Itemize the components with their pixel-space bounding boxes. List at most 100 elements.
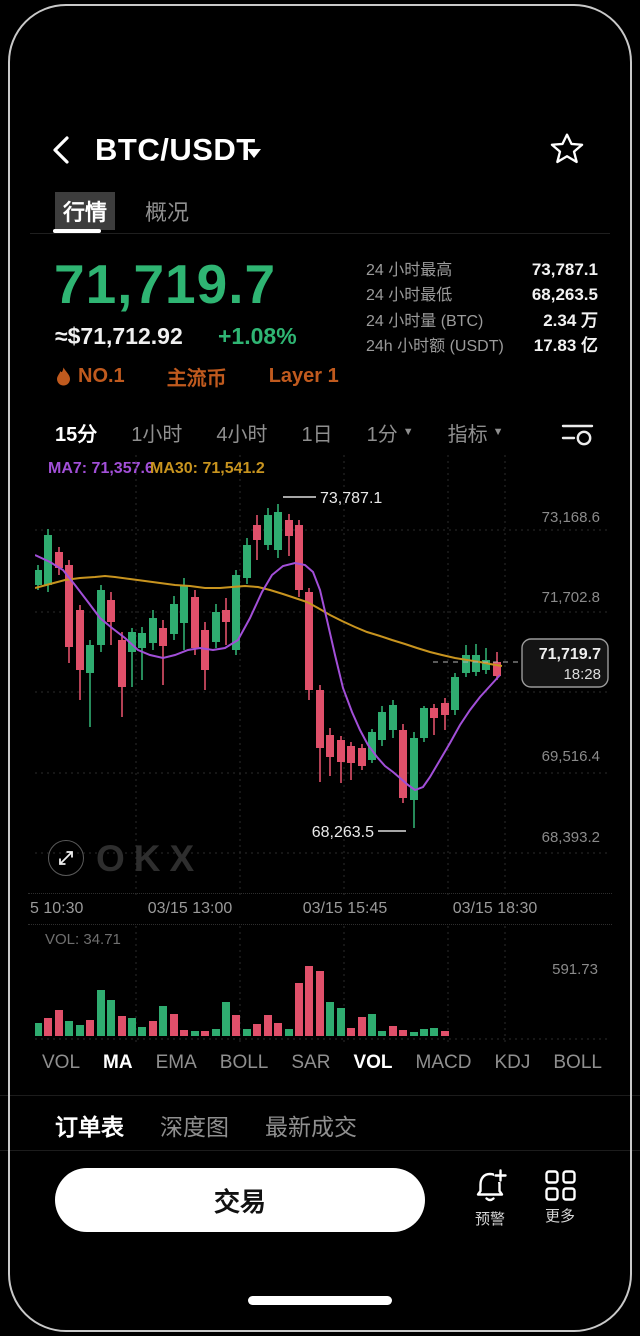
badge[interactable]: Layer 1 xyxy=(269,365,339,388)
candle-body xyxy=(170,604,178,634)
timeframe-1小时[interactable]: 1小时 xyxy=(131,418,182,447)
indicator-ma[interactable]: MA xyxy=(103,1052,133,1073)
timeframe-label: 指标 xyxy=(447,423,488,446)
chevron-left-icon xyxy=(53,136,69,164)
volume-bar xyxy=(180,1030,188,1036)
fiat-price: ≈$71,712.92 xyxy=(55,323,183,349)
indicator-settings-icon xyxy=(561,424,594,446)
tab-overview[interactable]: 概况 xyxy=(145,200,190,225)
expand-chart-button[interactable] xyxy=(48,840,84,876)
volume-bar xyxy=(35,1023,42,1036)
high-annotation: 73,787.1 xyxy=(320,490,382,507)
indicator-vol[interactable]: VOL xyxy=(353,1052,393,1073)
stat-label: 24 小时最高 xyxy=(366,262,453,279)
timeframe-label: 1小时 xyxy=(131,423,183,446)
badge-row: NO.1 主流币 Layer 1 xyxy=(56,362,339,391)
stat-label: 24h 小时额 (USDT) xyxy=(366,338,504,355)
volume-bar xyxy=(368,1014,376,1036)
stat-value: 68,263.5 xyxy=(531,285,598,304)
volume-bar xyxy=(410,1032,418,1036)
indicator-boll[interactable]: BOLL xyxy=(219,1052,269,1073)
badge[interactable]: 主流币 xyxy=(167,362,227,391)
volume-bar xyxy=(222,1002,230,1036)
candle-body xyxy=(347,746,355,763)
caret-down-icon: ▼ xyxy=(492,425,504,438)
last-price-tag xyxy=(521,638,609,688)
stat-row: 24 小时最高 73,787.1 xyxy=(366,256,598,280)
caret-down-icon[interactable] xyxy=(246,146,262,164)
indicator-sar[interactable]: SAR xyxy=(291,1052,331,1073)
volume-bar xyxy=(441,1031,449,1036)
favorite-button[interactable] xyxy=(550,132,584,171)
badge[interactable]: NO.1 xyxy=(56,365,125,388)
candle-body xyxy=(76,610,84,670)
candle-body xyxy=(462,655,470,673)
volume-chart[interactable]: VOL: 34.71 591.73 xyxy=(35,926,610,1042)
stat-value: 2.34 万 xyxy=(543,311,598,330)
flame-icon xyxy=(57,367,70,386)
candle-body xyxy=(243,545,251,578)
indicator-macd[interactable]: MACD xyxy=(415,1052,472,1073)
candle-body xyxy=(107,600,115,622)
volume-bar xyxy=(97,990,105,1036)
bottom-tab-1[interactable]: 深度图 xyxy=(160,1114,229,1140)
tab-market[interactable]: 行情 xyxy=(55,192,116,230)
time-axis: 5 10:30 03/15 13:00 03/15 15:45 03/15 18:30 xyxy=(28,893,612,925)
low-annotation: 68,263.5 xyxy=(312,824,374,841)
candle-body xyxy=(86,645,94,673)
timeframe-15分[interactable]: 15分 xyxy=(55,418,97,447)
volume-bar xyxy=(159,1006,167,1036)
volume-bar xyxy=(243,1029,251,1036)
candlestick-chart[interactable]: 73,168.6 71,702.8 69,516.4 68,393.2 73,787.1… xyxy=(35,455,610,895)
candle-body xyxy=(472,655,480,672)
timeframe-1分[interactable]: 1分 ▼ xyxy=(367,418,414,447)
timeframe-1日[interactable]: 1日 xyxy=(302,418,333,447)
alert-button[interactable]: 预警 xyxy=(462,1168,518,1229)
volume-bar xyxy=(253,1024,261,1036)
symbol-title: BTC/USDT xyxy=(95,132,256,167)
page-title[interactable]: BTC/USDT xyxy=(95,132,256,168)
candle-body xyxy=(274,512,282,550)
ma30-line xyxy=(35,574,503,667)
volume-bar xyxy=(337,1008,345,1036)
timeframe-指标[interactable]: 指标 ▼ xyxy=(448,418,504,447)
volume-bar xyxy=(65,1021,73,1036)
indicator-kdj[interactable]: KDJ xyxy=(494,1052,531,1073)
candle-body xyxy=(420,708,428,738)
grid-icon xyxy=(544,1170,576,1201)
caret-down-icon: ▼ xyxy=(402,425,414,438)
indicator-ema[interactable]: EMA xyxy=(155,1052,197,1073)
volume-bar xyxy=(285,1029,293,1036)
timeframe-4小时[interactable]: 4小时 xyxy=(216,418,267,447)
volume-bar xyxy=(399,1030,407,1036)
bottom-tab-2[interactable]: 最新成交 xyxy=(265,1114,357,1140)
volume-bar xyxy=(138,1027,146,1036)
volume-bar xyxy=(55,1010,63,1036)
chart-settings-button[interactable] xyxy=(561,420,594,451)
candle-body xyxy=(191,597,199,648)
volume-bar xyxy=(378,1031,386,1036)
stat-label: 24 小时量 (BTC) xyxy=(366,313,484,330)
trade-button[interactable]: 交易 xyxy=(55,1168,425,1232)
candle-body xyxy=(399,730,407,798)
stat-value: 73,787.1 xyxy=(531,260,598,279)
candle-body xyxy=(118,640,126,687)
time-label: 5 10:30 xyxy=(30,900,84,917)
volume-bar xyxy=(212,1029,220,1036)
candle-body xyxy=(410,738,418,800)
indicator-vol[interactable]: VOL xyxy=(42,1052,81,1073)
home-indicator xyxy=(248,1296,392,1305)
volume-axis-label: 591.73 xyxy=(552,961,598,978)
last-price-tag-value: 71,719.7 xyxy=(539,646,601,663)
volume-bar xyxy=(430,1028,438,1036)
orderbook-tab-bar: 订单表 深度图 最新成交 xyxy=(55,1108,357,1142)
volume-bar xyxy=(420,1029,428,1036)
volume-bar xyxy=(86,1020,94,1036)
more-button[interactable]: 更多 xyxy=(534,1170,586,1226)
indicator-boll[interactable]: BOLL xyxy=(553,1052,602,1073)
back-button[interactable] xyxy=(50,134,74,171)
y-axis-label: 68,393.2 xyxy=(542,829,600,846)
time-label: 03/15 13:00 xyxy=(147,900,233,917)
bottom-tab-0[interactable]: 订单表 xyxy=(55,1114,124,1140)
badge-label: 主流币 xyxy=(166,368,227,390)
